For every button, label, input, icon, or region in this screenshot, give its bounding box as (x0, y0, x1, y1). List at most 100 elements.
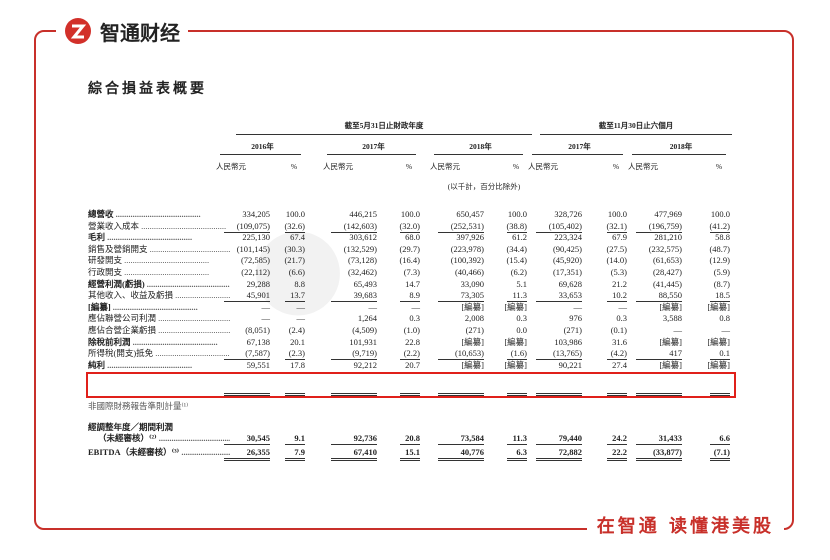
table-cell: 13.7 (290, 290, 305, 301)
sum-rule (331, 444, 377, 445)
header-rule (540, 134, 732, 135)
table-cell: — (296, 313, 306, 324)
table-cell: (6.6) (288, 267, 305, 277)
table-cell: [編纂] (504, 359, 527, 370)
table-cell: (14.0) (606, 255, 627, 266)
table-cell: (32.1) (606, 220, 627, 231)
double-underline (438, 393, 484, 396)
unit-header: % (612, 162, 620, 171)
table-cell: 0.3 (516, 313, 527, 324)
sum-rule (438, 359, 484, 361)
table-cell: (1.6) (510, 348, 527, 359)
table-cell: 15.1 (405, 447, 420, 457)
section-label: 非國際財務報告準則計量⁽¹⁾ (88, 401, 189, 411)
table-cell: 103,986 (554, 336, 582, 347)
table-cell: 92,736 (353, 433, 377, 443)
table-cell: (41,445) (652, 278, 682, 289)
sum-rule (607, 359, 627, 361)
table-cell: 417 (669, 348, 682, 359)
table-cell: 59,551 (246, 359, 270, 370)
sum-rule (636, 231, 682, 233)
table-cell: (48.7) (709, 243, 730, 254)
sum-rule (224, 359, 270, 361)
double-underline (607, 393, 627, 396)
double-underline (438, 458, 484, 461)
table-cell: 303,612 (349, 232, 377, 243)
table-cell: (29.7) (399, 243, 420, 254)
table-cell: (32.6) (284, 220, 305, 231)
sum-rule (536, 231, 582, 233)
table-cell: 72,882 (558, 447, 582, 457)
sum-rule (438, 301, 484, 303)
sum-rule (507, 444, 527, 445)
table-cell: 0.3 (409, 313, 420, 324)
header-rule (236, 134, 532, 135)
table-cell: [編纂] (461, 336, 484, 347)
table-cell: [編纂] (659, 359, 682, 370)
row-label: 銷售及營銷開支 (88, 244, 230, 255)
table-cell: 22.2 (612, 447, 627, 457)
double-underline (224, 458, 270, 461)
double-underline (507, 393, 527, 396)
table-cell: 88,550 (658, 290, 682, 301)
sum-rule (636, 301, 682, 303)
table-cell: 69,628 (558, 278, 582, 289)
slogan: 在智通 读懂港美股 (586, 512, 784, 538)
table-cell: 477,969 (654, 209, 682, 219)
table-cell: 40,776 (460, 447, 484, 457)
table-cell: 14.7 (405, 278, 420, 289)
table-cell: 18.5 (715, 290, 730, 301)
row-label: 其他收入、收益及虧損 (88, 290, 230, 301)
table-cell: (100,392) (450, 255, 484, 266)
year-rule (632, 154, 726, 155)
table-cell: 334,205 (242, 209, 270, 219)
sum-rule (285, 444, 305, 445)
table-cell: 27.4 (612, 359, 627, 370)
table-cell: [編纂] (461, 359, 484, 370)
table-cell: (223,978) (450, 243, 484, 254)
table-cell: 6.6 (719, 433, 730, 443)
table-cell: [編纂] (504, 336, 527, 347)
unit-header: 人民幣元 (528, 162, 558, 171)
double-underline (536, 393, 582, 396)
table-cell: 33,090 (460, 278, 484, 289)
table-cell: (22,112) (241, 267, 270, 277)
table-cell: — (721, 325, 731, 335)
row-label: 行政開支 (88, 267, 230, 278)
table-cell: (0.1) (610, 325, 627, 335)
table-cell: (105,402) (548, 220, 582, 231)
table-cell: [編纂] (659, 301, 682, 312)
year-rule (434, 154, 523, 155)
row-label: （未經審核）⁽²⁾ (88, 433, 230, 444)
sum-rule (285, 359, 305, 361)
unit-header: % (290, 162, 298, 171)
table-cell: 31.6 (612, 336, 627, 347)
table-cell: (132,529) (343, 243, 377, 254)
table-cell: (232,575) (648, 243, 682, 254)
table-cell: 328,726 (554, 209, 582, 219)
highlight-box (86, 372, 736, 398)
table-cell: 73,305 (460, 290, 484, 301)
year-header: 2017年 (362, 142, 385, 151)
table-cell: [編纂] (707, 359, 730, 370)
logo-icon (65, 18, 91, 44)
table-cell: — (673, 325, 683, 335)
table-cell: (21.7) (284, 255, 305, 266)
row-label: 經營利潤(虧損) (88, 279, 230, 290)
sum-rule (536, 444, 582, 445)
table-cell: — (261, 301, 271, 312)
table-cell: 100.0 (400, 209, 420, 219)
table-cell: 21.2 (612, 278, 627, 289)
sum-rule (400, 359, 420, 361)
double-underline (285, 393, 305, 396)
table-cell: 20.8 (405, 433, 420, 443)
sum-rule (331, 231, 377, 233)
table-cell: 1,264 (357, 313, 377, 324)
double-underline (400, 393, 420, 396)
table-cell: 281,210 (654, 232, 682, 243)
table-cell: (61,653) (652, 255, 682, 266)
table-cell: (90,425) (552, 243, 582, 254)
row-label: 營業收入成本 (88, 221, 230, 232)
table-cell: 73,584 (460, 433, 484, 443)
table-cell: 68.0 (405, 232, 420, 243)
